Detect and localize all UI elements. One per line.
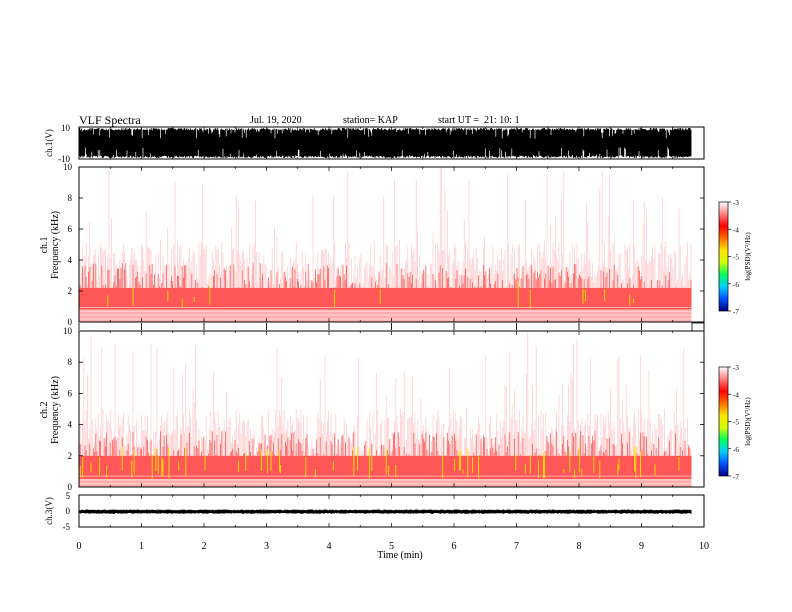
start-ut-label: start UT = 21: 10: 1 [438, 115, 520, 126]
cb2-tick-label: -4 [733, 391, 739, 399]
ch1-spectrogram-cells [78, 167, 692, 322]
x-tick-label: 4 [327, 541, 332, 552]
ch3-ytick-mid: 0 [66, 506, 71, 516]
time-axis-label: Time (min) [377, 550, 422, 561]
ch1-spectrogram-panel: 0 2 4 6 8 10 ch.1 Frequency (kHz) [39, 162, 705, 327]
ch1-ytick-top: 10 [61, 123, 71, 133]
spec1-ytick-label: 0 [68, 317, 73, 327]
x-tick-label: 3 [264, 541, 269, 552]
spec2-ytick-label: 6 [68, 388, 73, 398]
ch2-spectrogram-cells [78, 332, 692, 487]
spec1-lowzone [79, 309, 692, 322]
ch2-spectrogram-panel: 0 2 4 6 8 10 ch.2 Frequency (kHz) [39, 326, 705, 492]
spec1-speckle-dark [79, 263, 692, 288]
spec2-ytick-label: 8 [68, 357, 73, 367]
ch1-waveform-panel: ch.1(V) 10 -10 [44, 123, 705, 164]
ch1-ytick-bottom: -10 [58, 154, 70, 164]
x-tick-label: 1 [139, 541, 144, 552]
ch3-waveform-trace [78, 509, 692, 514]
spec2-ytick-label: 4 [68, 420, 73, 430]
cb2-tick-label: -3 [733, 364, 739, 372]
cb2-tick-label: -6 [733, 446, 739, 454]
ch2-colorbar: -3 -4 -5 -6 -7 log(PSD)(V²/Hz) [718, 364, 752, 481]
cb2-label: log(PSD)(V²/Hz) [744, 397, 752, 446]
spec2-speckle-dark [78, 431, 691, 456]
spec2-ytick-label: 0 [68, 482, 73, 492]
ch1-waveform-trace [78, 128, 692, 158]
cb2-tick-label: -7 [733, 473, 739, 481]
cb1-tick-label: -3 [733, 199, 739, 207]
ch1-ylabel: ch.1(V) [44, 129, 54, 157]
time-axis: 0 1 2 3 4 5 6 7 8 9 10 [77, 127, 709, 552]
ch1-spectrogram-yticks: 0 2 4 6 8 10 [63, 162, 704, 327]
spec2-hotspots [79, 446, 680, 479]
date-label: Jul. 19, 2020 [250, 115, 302, 126]
ch1-waveform-series [78, 128, 692, 158]
spec1-band [79, 287, 692, 310]
cb1-label: log(PSD)(V²/Hz) [744, 232, 752, 281]
spec1-ytick-label: 2 [68, 286, 73, 296]
ch1-spec-ylabel: Frequency (kHz) [50, 211, 61, 279]
cb1-tick-label: -5 [733, 254, 739, 262]
spec2-lowzone [79, 479, 692, 487]
spec1-ytick-label: 6 [68, 224, 73, 234]
ch3-ytick-bottom: -5 [63, 522, 71, 532]
x-tick-label: 5 [389, 541, 394, 552]
cb1-tick-label: -6 [733, 281, 739, 289]
spec2-speckle-light [78, 332, 692, 456]
station-label: station= KAP [343, 115, 398, 126]
ch3-ytick-top: 5 [66, 491, 71, 501]
separator-box [691, 322, 705, 332]
ch3-waveform-series [78, 509, 692, 514]
ch2-spectrogram-yticks: 0 2 4 6 8 10 [63, 326, 704, 492]
ch1-colorbar: -3 -4 -5 -6 -7 log(PSD)(V²/Hz) [718, 199, 752, 316]
x-tick-label: 2 [202, 541, 207, 552]
spec1-hotspots [107, 281, 634, 309]
ch3-ylabel: ch.3(V) [44, 497, 54, 525]
spec1-ytick-label: 10 [63, 162, 73, 172]
ch3-waveform-panel: ch.3(V) 5 0 -5 [44, 491, 705, 532]
figure-title: VLF Spectra [79, 113, 141, 127]
cb1-tick-label: -4 [733, 226, 739, 234]
x-tick-label: 10 [699, 541, 709, 552]
spec2-ytick-label: 2 [68, 451, 73, 461]
ch2-spec-channel-label: ch.2 [39, 402, 50, 419]
cb2-tick-label: -5 [733, 419, 739, 427]
spec1-ytick-label: 8 [68, 193, 73, 203]
spec1-ytick-label: 4 [68, 255, 73, 265]
spec1-speckle-light [78, 167, 692, 288]
x-tick-label: 7 [514, 541, 519, 552]
x-tick-label: 0 [77, 541, 82, 552]
x-tick-label: 6 [452, 541, 457, 552]
x-tick-label: 8 [577, 541, 582, 552]
ch2-spec-ylabel: Frequency (kHz) [50, 376, 61, 444]
ch1-spec-channel-label: ch.1 [39, 237, 50, 254]
spec2-ytick-label: 10 [63, 326, 73, 336]
cb2-bar [718, 366, 729, 477]
cb1-bar [718, 201, 729, 312]
panel-separator [78, 322, 705, 332]
x-tick-label: 9 [639, 541, 644, 552]
cb1-tick-label: -7 [733, 308, 739, 316]
